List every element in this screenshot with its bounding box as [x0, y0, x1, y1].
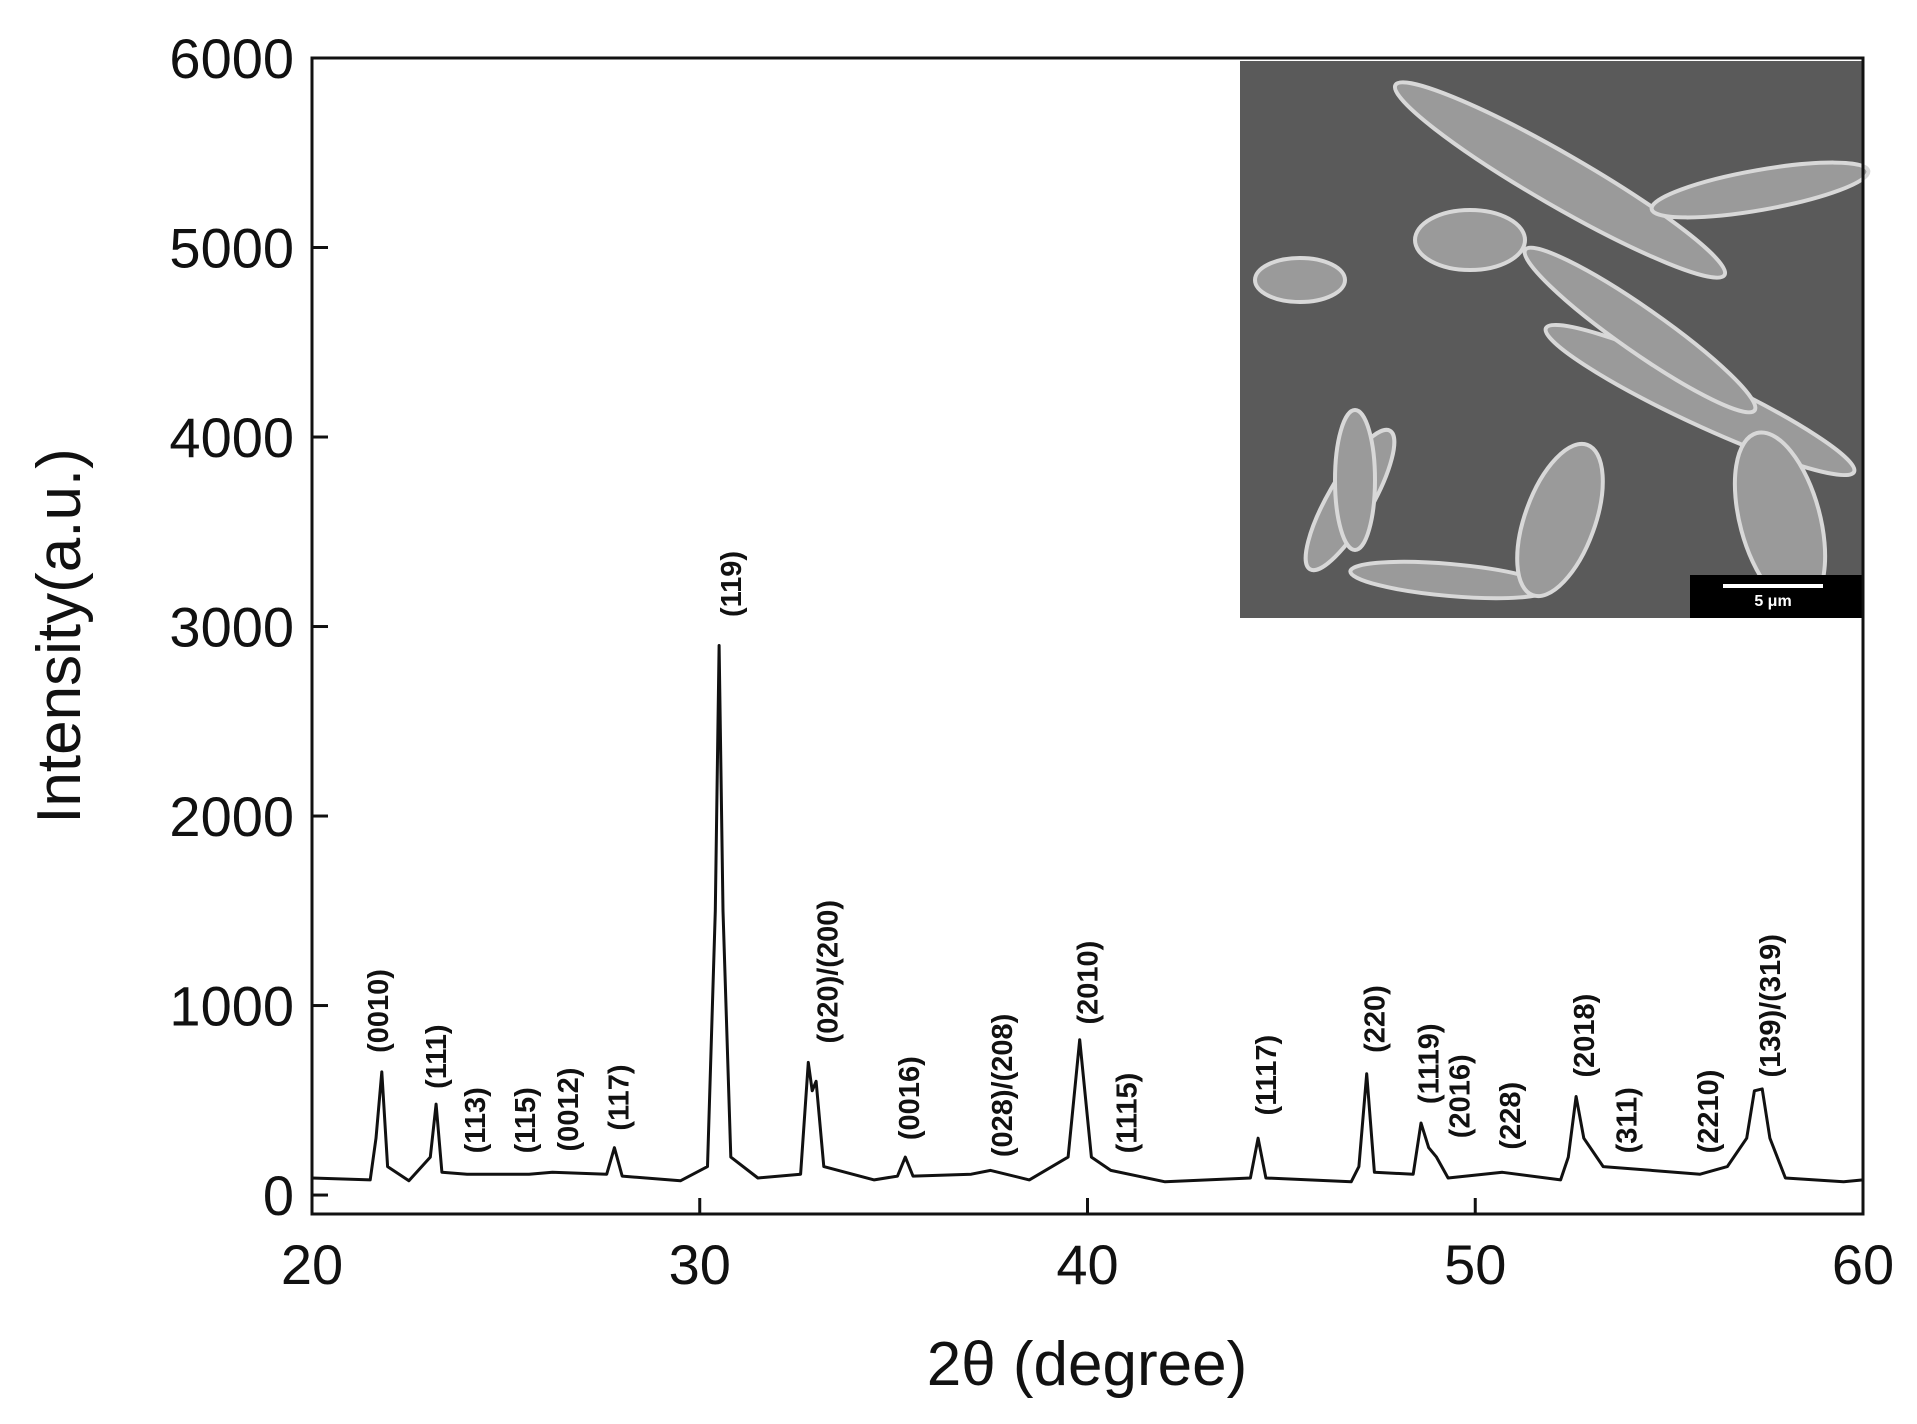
peak-label: (028)/(208) [987, 1014, 1019, 1157]
peak-label: (0010) [363, 969, 395, 1053]
peak-label: (0012) [553, 1068, 585, 1152]
peak-label: (1119) [1414, 1023, 1446, 1104]
y-tick-label: 2000 [169, 785, 294, 848]
peak-label: (115) [510, 1087, 542, 1153]
x-axis-label: 2θ (degree) [927, 1330, 1248, 1399]
y-tick-label: 5000 [169, 217, 294, 280]
y-tick-label: 6000 [169, 27, 294, 90]
peak-label: (2016) [1445, 1054, 1477, 1138]
scale-bar-label: 5 μm [1754, 593, 1791, 610]
xrd-line [311, 644, 1864, 1184]
peak-label: (111) [421, 1024, 453, 1089]
y-tick-label: 0 [263, 1164, 294, 1227]
peak-label: (1117) [1251, 1035, 1283, 1116]
peak-label: (228) [1495, 1082, 1527, 1150]
x-tick-label: 30 [669, 1233, 731, 1296]
x-tick-label: 50 [1444, 1233, 1506, 1296]
y-tick-label: 3000 [169, 596, 294, 659]
inset-image: 5 μm [1240, 61, 1871, 618]
peak-label: (113) [460, 1087, 492, 1153]
peak-label: (139)/(319) [1755, 934, 1787, 1077]
y-tick-label: 4000 [169, 406, 294, 469]
peak-label: (117) [603, 1065, 635, 1131]
peak-label: (0016) [894, 1056, 926, 1140]
peak-label: (220) [1359, 985, 1391, 1053]
y-tick-label: 1000 [169, 975, 294, 1038]
x-tick-label: 60 [1832, 1233, 1894, 1296]
peak-label: (311) [1611, 1087, 1643, 1153]
peak-label: (1115) [1111, 1073, 1143, 1154]
x-tick-label: 40 [1056, 1233, 1118, 1296]
peak-label: (2010) [1073, 941, 1105, 1025]
peak-label: (119) [716, 551, 748, 617]
peak-label: (2210) [1693, 1070, 1725, 1154]
y-axis-label: Intensity(a.u.) [25, 448, 94, 824]
peak-label: (020)/(200) [813, 900, 845, 1043]
peak-label: (2018) [1569, 994, 1601, 1078]
x-tick-label: 20 [281, 1233, 343, 1296]
